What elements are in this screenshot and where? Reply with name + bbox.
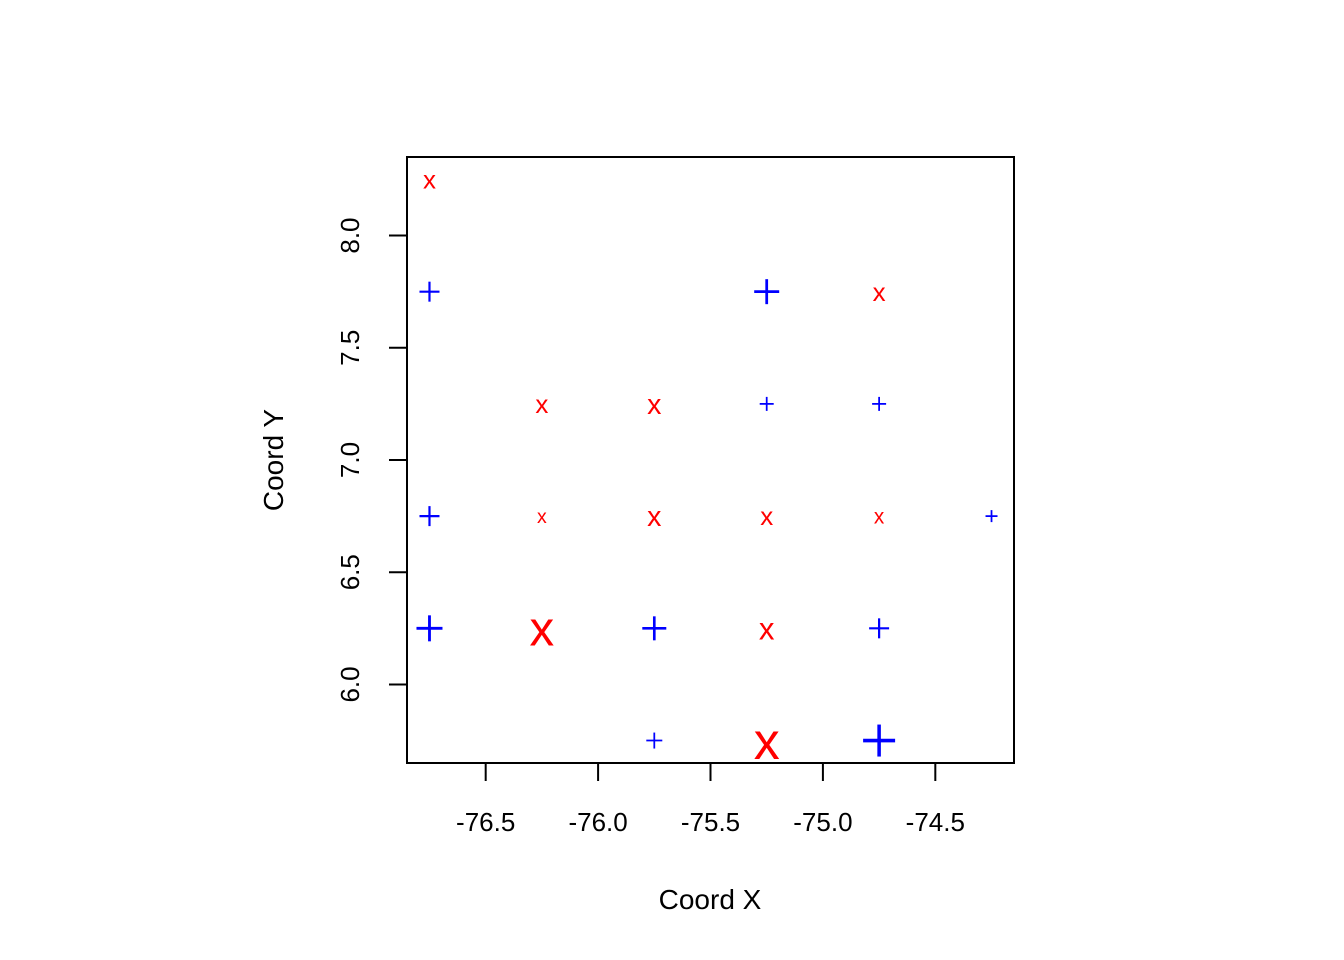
y-axis-title: Coord Y — [258, 409, 289, 512]
data-point-x: x — [530, 602, 555, 657]
x-tick-label: -76.0 — [568, 807, 627, 837]
data-point-plus — [416, 615, 443, 642]
x-tick-label: -75.0 — [793, 807, 852, 837]
y-tick-label: 7.5 — [335, 330, 365, 366]
data-points: x x x x x x x x x x x — [416, 165, 998, 771]
data-point-plus — [869, 618, 890, 639]
data-point-plus — [646, 732, 663, 749]
y-tick-label: 7.0 — [335, 442, 365, 478]
data-point-plus — [872, 396, 887, 411]
x-tick-label: -74.5 — [906, 807, 965, 837]
y-tick-label: 6.5 — [335, 554, 365, 590]
data-point-plus — [985, 510, 998, 523]
data-point-x: x — [874, 505, 885, 528]
data-point-x: x — [754, 713, 780, 771]
x-axis: -76.5 -76.0 -75.5 -75.0 -74.5 — [456, 763, 965, 837]
data-point-x: x — [760, 501, 773, 531]
y-axis: 6.0 6.5 7.0 7.5 8.0 — [335, 217, 407, 703]
data-point-x: x — [873, 277, 886, 307]
data-point-x: x — [759, 611, 775, 646]
data-point-x: x — [537, 506, 547, 528]
data-point-plus — [863, 724, 896, 757]
plot-frame — [406, 156, 1015, 764]
data-point-plus — [642, 616, 667, 641]
data-point-plus — [754, 279, 780, 305]
x-tick-label: -75.5 — [681, 807, 740, 837]
data-point-x: x — [647, 501, 661, 533]
y-tick-label: 8.0 — [335, 217, 365, 253]
x-tick-label: -76.5 — [456, 807, 515, 837]
data-point-x: x — [647, 389, 661, 421]
data-point-plus — [419, 506, 440, 527]
y-tick-label: 6.0 — [335, 666, 365, 702]
x-axis-title: Coord X — [659, 884, 762, 915]
data-point-x: x — [423, 165, 436, 195]
data-point-plus — [419, 281, 440, 302]
data-point-x: x — [535, 389, 548, 419]
data-point-plus — [759, 396, 774, 411]
